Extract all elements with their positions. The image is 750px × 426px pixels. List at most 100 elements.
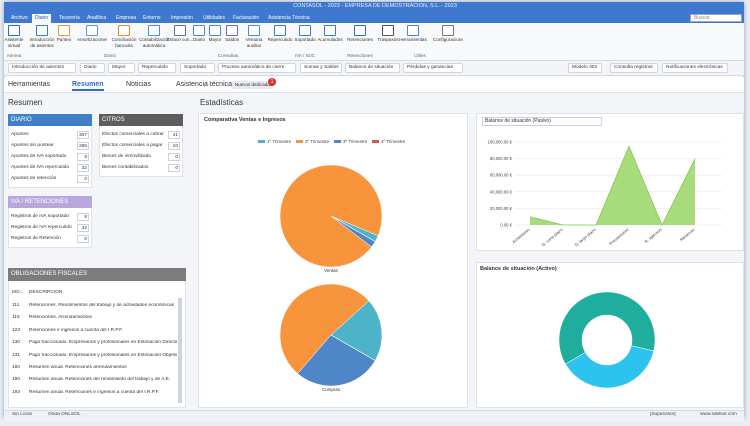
ribbon-icon bbox=[407, 25, 419, 36]
row-label: Apuntes de IVA soportado bbox=[11, 154, 67, 159]
row-value: 0 bbox=[168, 164, 180, 172]
status-item: www.sdelsol.com bbox=[700, 412, 737, 417]
row-label: Efectos comerciales a pagar bbox=[102, 143, 163, 148]
menu-tab[interactable]: Asistencia Técnica bbox=[268, 15, 310, 21]
toolbar-button[interactable]: Notificaciones electrónicas bbox=[662, 63, 728, 73]
ribbon-group-label: IVA / IGIC bbox=[294, 53, 316, 58]
ribbon-button[interactable]: Ventana auxiliar bbox=[245, 37, 263, 48]
search-box[interactable]: Buscar bbox=[690, 14, 742, 22]
notification-badge: 1 bbox=[268, 78, 276, 86]
toolbar-button[interactable]: Modelo 303 bbox=[568, 63, 602, 73]
row-value: 0 bbox=[168, 153, 180, 161]
toolbar-button[interactable]: Proceso automático de cierre bbox=[218, 63, 296, 73]
nav-tab[interactable]: Nuevos dedicados bbox=[232, 81, 272, 89]
column-header: DESCRIPCIÓN bbox=[29, 290, 63, 295]
model-description: Resumen anual. Retenciones del rendimien… bbox=[29, 377, 171, 383]
model-description: Retenciones e ingresos a cuenta del I.R.… bbox=[29, 327, 124, 333]
menu-tab[interactable]: Facturación bbox=[233, 15, 260, 21]
ribbon-group-label: Consultas bbox=[217, 53, 239, 58]
row-value: 8 bbox=[77, 213, 89, 221]
ribbon-icon bbox=[8, 25, 20, 36]
menu-tab[interactable]: Impresión bbox=[171, 15, 193, 21]
row-label: Efectos comerciales a cobrar bbox=[102, 132, 164, 137]
toolbar-button[interactable]: Soportado bbox=[180, 63, 215, 73]
toolbar-button[interactable]: Mayor bbox=[108, 63, 135, 73]
ribbon-group-label: Útiles bbox=[414, 53, 426, 58]
ribbon-button[interactable]: Conciliación bancaria bbox=[111, 37, 137, 48]
row-value: 0 bbox=[77, 175, 89, 183]
menu-tab[interactable]: Entorno bbox=[143, 15, 161, 21]
ribbon-button[interactable]: Contabilización automática bbox=[139, 37, 169, 48]
panel-header: IVA / RETENCIONES bbox=[8, 196, 92, 208]
status-item: [Supervisor] bbox=[650, 412, 676, 417]
model-code: 123 bbox=[12, 327, 21, 333]
ribbon-button[interactable]: Herramientas bbox=[399, 37, 427, 42]
toolbar-button[interactable]: Introducción de asientos bbox=[8, 63, 76, 73]
row-value: 307 bbox=[77, 131, 89, 139]
ribbon-group-label: Diario bbox=[104, 53, 116, 58]
ribbon-button[interactable]: Diario bbox=[193, 37, 205, 42]
toolbar-button[interactable]: Balance de situación bbox=[345, 63, 400, 73]
toolbar-button[interactable]: Diario bbox=[80, 63, 105, 73]
panel-header: CITROS bbox=[99, 114, 183, 126]
ribbon-button[interactable]: Retenciones bbox=[347, 37, 373, 42]
ribbon-icon bbox=[382, 25, 394, 36]
status-item: Onda ONLSOL bbox=[48, 412, 81, 417]
row-label: Registros de IVA repercutido bbox=[11, 225, 72, 230]
ribbon-button[interactable]: Configuraciones bbox=[433, 37, 463, 42]
ribbon-icon bbox=[324, 25, 336, 36]
ribbon-button[interactable]: Introducción de asientos bbox=[29, 37, 55, 48]
toolbar-button[interactable]: Consulta registros bbox=[610, 63, 658, 73]
ribbon-button[interactable]: Punteo bbox=[56, 37, 72, 42]
toolbar-button[interactable]: Pérdidas y ganancias bbox=[403, 63, 463, 73]
ribbon-button[interactable]: Repercutido bbox=[267, 37, 293, 42]
row-value: 8 bbox=[77, 153, 89, 161]
nav-tab[interactable]: Asistencia técnica bbox=[176, 81, 233, 88]
ribbon-icon bbox=[86, 25, 98, 36]
panel-header: OBLIGACIONES FISCALES bbox=[8, 268, 186, 281]
ribbon-icon bbox=[248, 25, 260, 36]
ribbon-button[interactable]: Saldos bbox=[224, 37, 240, 42]
title-bar bbox=[4, 2, 744, 13]
panel bbox=[8, 268, 186, 408]
menu-tab[interactable]: Diario bbox=[32, 14, 52, 23]
chart-panel bbox=[476, 113, 744, 251]
status-bar bbox=[4, 410, 744, 422]
menu-tab[interactable]: Utilidades bbox=[203, 15, 225, 21]
row-value: 0 bbox=[77, 235, 89, 243]
window-title: CONTASOL - 2023 - EMPRESA DE DEMOSTRACIO… bbox=[293, 3, 457, 9]
menu-tab[interactable]: Empresa bbox=[116, 15, 137, 21]
chart-panel bbox=[476, 262, 744, 408]
toolbar-button[interactable]: Sumas y Saldos bbox=[300, 63, 342, 73]
ribbon-button[interactable]: Soportado bbox=[294, 37, 316, 42]
row-label: Apuntes sin puntear bbox=[11, 143, 54, 148]
menu-tab[interactable]: Archivo bbox=[11, 15, 28, 21]
row-label: Apuntes bbox=[11, 132, 29, 137]
ribbon-icon bbox=[148, 25, 160, 36]
ribbon-button[interactable]: Mayor bbox=[208, 37, 222, 42]
row-value: 41 bbox=[168, 131, 180, 139]
chart-selector[interactable]: Balance de situación (Pasivo) bbox=[482, 117, 602, 126]
scrollbar bbox=[178, 298, 182, 403]
nav-tab[interactable]: Noticias bbox=[126, 81, 151, 88]
nav-tab[interactable]: Resumen bbox=[72, 79, 104, 91]
model-description: Pago fraccionado. Empresarios y profesio… bbox=[29, 340, 177, 346]
toolbar-button[interactable]: Repercutido bbox=[138, 63, 176, 73]
panel-header: DIARIO bbox=[8, 114, 92, 126]
ribbon-button[interactable]: Acumulados bbox=[317, 37, 343, 42]
model-description: Retenciones. Rendimientos del trabajo y … bbox=[29, 303, 175, 308]
ribbon-button[interactable]: Asistente virtual bbox=[4, 37, 24, 48]
model-code: 190 bbox=[12, 377, 21, 383]
ribbon-icon bbox=[209, 25, 221, 36]
ribbon-button[interactable]: Enlace con... bbox=[166, 37, 194, 42]
ribbon-button[interactable]: Amortizaciones bbox=[77, 37, 107, 42]
menu-tab[interactable]: Tesorería bbox=[59, 15, 80, 21]
nav-tab[interactable]: Herramientas bbox=[8, 81, 51, 88]
model-code: 130 bbox=[12, 340, 21, 346]
summary-title: Resumen bbox=[8, 98, 43, 107]
menu-tab[interactable]: Analítica bbox=[87, 15, 107, 21]
ribbon-icon bbox=[299, 25, 311, 36]
ribbon-button[interactable]: Traspasos bbox=[377, 37, 399, 42]
ribbon-icon bbox=[118, 25, 130, 36]
ribbon-icon bbox=[226, 25, 238, 36]
